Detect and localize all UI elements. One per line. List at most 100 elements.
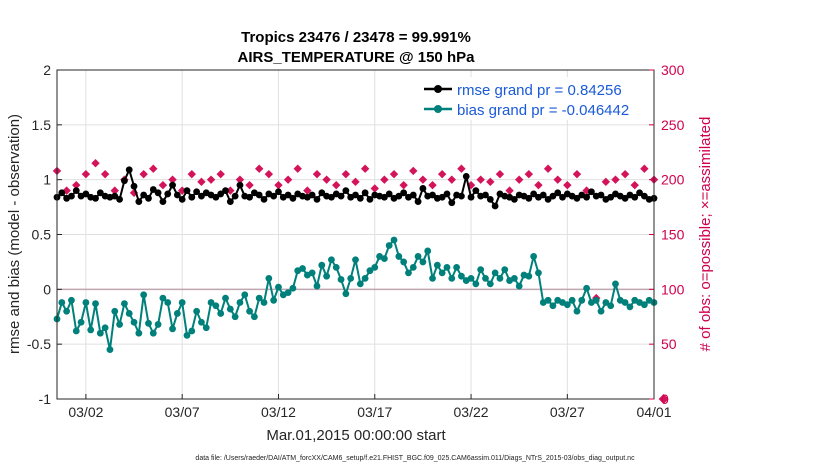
obs-endpoint-marker [658, 394, 669, 404]
rmse-point [409, 191, 417, 199]
bias-point [419, 258, 427, 266]
bias-point [63, 307, 71, 315]
rmse-point [482, 191, 489, 199]
obs-marker [399, 180, 408, 190]
bias-point [145, 319, 152, 327]
obs-marker [149, 164, 158, 173]
bias-point [597, 307, 605, 315]
bias-point [207, 299, 215, 306]
obs-marker [582, 186, 591, 195]
rmse-point [640, 192, 648, 200]
bias-point [236, 299, 244, 306]
x-tick-label-2: 03/12 [261, 404, 296, 420]
legend-rmse-marker [434, 85, 442, 93]
bias-point [366, 267, 374, 275]
rmse-point [159, 198, 167, 206]
bias-point [173, 310, 181, 317]
obs-marker [312, 169, 322, 179]
rmse-point [193, 188, 201, 196]
rmse-point [92, 194, 99, 202]
rmse-point [356, 194, 364, 202]
bias-point [183, 331, 191, 339]
obs-marker [206, 175, 216, 184]
y-ticks-left: -1 -0.5 0 0.5 1 1.5 2 [27, 62, 62, 407]
bias-point [193, 307, 201, 315]
rmse-point [72, 187, 80, 195]
bias-point [106, 346, 114, 354]
rmse-point [554, 189, 562, 197]
rmse-point [559, 193, 566, 201]
bias-point [414, 253, 422, 260]
bias-point [544, 296, 552, 304]
rmse-point [462, 172, 470, 180]
bias-point [429, 274, 436, 282]
y-axis-label-left: rmse and bias (model - observation) [6, 114, 23, 354]
obs-marker [447, 175, 456, 184]
rmse-point [212, 193, 220, 201]
bias-point [135, 329, 143, 337]
chart-title: Tropics 23476 / 23478 = 99.991% [241, 29, 471, 46]
obs-marker [380, 175, 389, 184]
legend: rmse grand pr = 0.84256 bias grand pr = … [418, 77, 650, 120]
obs-marker [158, 180, 168, 190]
rmse-point [68, 192, 75, 200]
bias-point [496, 274, 504, 282]
bias-point [395, 253, 403, 260]
x-tick-label-5: 03/27 [550, 404, 585, 420]
x-axis-label: Mar.01,2015 00:00:00 start [266, 427, 446, 444]
obs-marker [418, 175, 428, 184]
obs-marker [437, 169, 447, 179]
obs-marker [72, 180, 81, 190]
obs-marker [360, 164, 370, 173]
bias-point [472, 280, 480, 288]
bias-point [626, 303, 634, 311]
rmse-point [539, 191, 547, 199]
rmse-point [510, 196, 518, 203]
obs-marker [457, 164, 466, 173]
rmse-point [352, 191, 359, 199]
rmse-point [400, 189, 408, 197]
bias-point [130, 318, 138, 326]
bias-point [289, 284, 297, 292]
y-tick-label-right-6: 300 [661, 62, 685, 78]
bias-point [409, 264, 417, 271]
obs-marker [216, 169, 225, 179]
bias-point [477, 266, 485, 273]
rmse-point [621, 194, 629, 202]
obs-marker [264, 169, 274, 179]
y-tick-label-left-0: -1 [39, 391, 52, 407]
bias-point [361, 274, 369, 282]
rmse-point [130, 182, 138, 190]
rmse-point [125, 166, 133, 174]
bias-point [212, 302, 220, 310]
legend-bias-marker [434, 105, 442, 113]
rmse-point [255, 191, 263, 199]
obs-marker [486, 177, 495, 187]
y-tick-label-right-1: 50 [661, 336, 677, 352]
series-rmse [53, 166, 658, 210]
rmse-point [549, 192, 557, 200]
y-tick-label-left-2: 0 [43, 281, 51, 297]
bias-point [169, 325, 176, 333]
bias-point [510, 274, 518, 282]
rmse-point [275, 188, 282, 196]
bias-point [563, 301, 571, 309]
obs-marker [62, 186, 71, 195]
obs-marker [409, 166, 418, 176]
obs-marker [351, 177, 360, 187]
bias-point [515, 282, 523, 290]
bias-point [525, 272, 533, 280]
rmse-point [443, 190, 451, 198]
x-tick-label-0: 03/02 [68, 404, 103, 420]
rmse-point [198, 192, 205, 200]
bias-point [149, 329, 157, 337]
bias-point [385, 242, 393, 249]
rmse-point [491, 202, 499, 210]
obs-marker [81, 169, 91, 179]
obs-marker [601, 177, 611, 187]
bias-point [299, 265, 306, 272]
obs-marker [514, 175, 524, 184]
bias-point [352, 256, 359, 264]
obs-marker [283, 175, 293, 184]
